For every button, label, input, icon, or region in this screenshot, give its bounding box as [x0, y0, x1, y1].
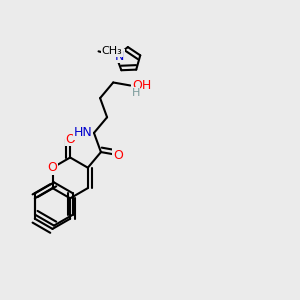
Text: O: O: [48, 161, 57, 174]
Text: H: H: [131, 88, 140, 98]
Text: CH₃: CH₃: [101, 46, 122, 56]
Text: OH: OH: [132, 79, 151, 92]
Text: O: O: [65, 133, 75, 146]
Text: N: N: [115, 50, 124, 63]
Text: HN: HN: [74, 126, 92, 140]
Text: O: O: [113, 148, 123, 162]
